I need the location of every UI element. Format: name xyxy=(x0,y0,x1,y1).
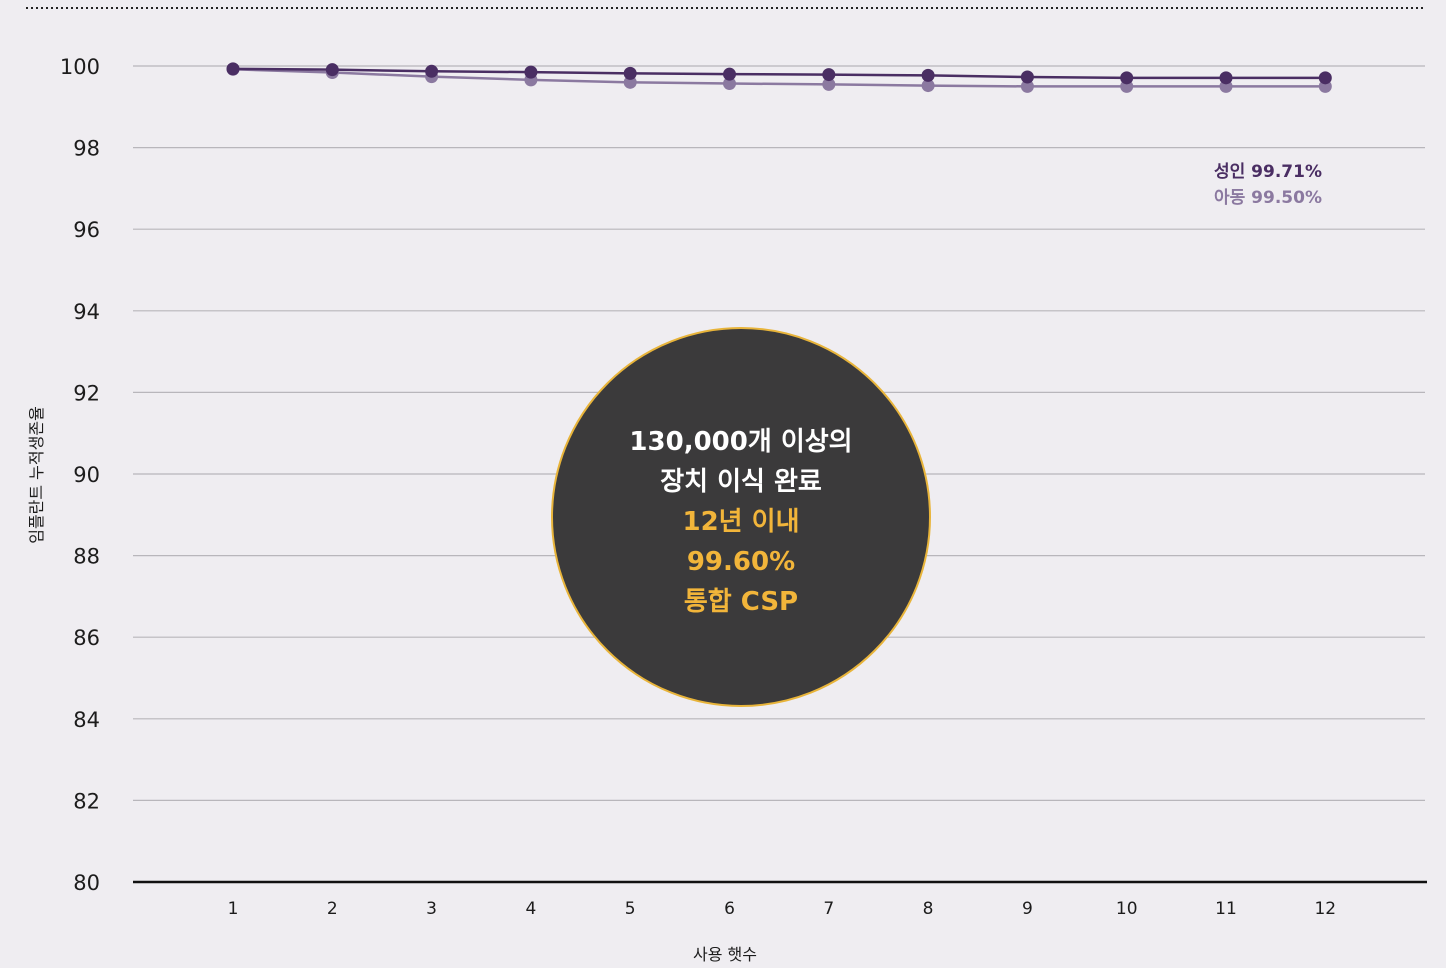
series-point xyxy=(1219,71,1233,85)
x-tick-label: 8 xyxy=(923,899,934,919)
x-tick-label: 4 xyxy=(525,899,536,919)
series-point xyxy=(723,77,736,91)
series-point xyxy=(921,79,935,93)
series-point xyxy=(425,64,439,78)
series-end-label: 아동 99.50% xyxy=(1214,188,1322,208)
y-tick-label: 94 xyxy=(73,300,100,324)
series-point xyxy=(1020,79,1034,93)
bubble-text-line: 99.60% xyxy=(687,547,795,577)
x-axis-label: 사용 햇수 xyxy=(693,945,757,964)
y-tick-label: 86 xyxy=(73,626,100,650)
series-point xyxy=(226,62,240,76)
series-point xyxy=(822,77,836,91)
bubble-text-line: 장치 이식 완료 xyxy=(660,467,822,497)
y-axis-ticks: 80 82 84 86 88 90 92 94 96 98 100 xyxy=(60,55,100,895)
series-end-labels: 성인 99.71% 아동 99.50% xyxy=(1214,162,1322,208)
bubble-circle xyxy=(551,327,931,707)
series-group xyxy=(226,62,1332,93)
x-tick-label: 11 xyxy=(1215,899,1237,919)
bubble-text-line: 12년 이내 xyxy=(683,507,800,537)
series-line xyxy=(232,67,1326,80)
y-tick-label: 100 xyxy=(60,55,100,79)
y-tick-label: 88 xyxy=(73,545,100,569)
series-end-label: 성인 99.71% xyxy=(1214,162,1322,182)
series-point xyxy=(325,63,339,77)
x-tick-label: 12 xyxy=(1314,899,1336,919)
x-tick-label: 10 xyxy=(1116,899,1138,919)
x-axis-ticks: 1 2 3 4 5 6 7 8 9 10 11 12 xyxy=(228,899,1337,919)
y-tick-label: 82 xyxy=(73,789,100,813)
series-point xyxy=(921,68,935,82)
y-tick-label: 80 xyxy=(73,871,100,895)
x-tick-label: 2 xyxy=(327,899,338,919)
y-tick-label: 92 xyxy=(73,381,100,405)
series-point xyxy=(623,75,637,89)
series-point xyxy=(623,66,637,80)
x-tick-label: 1 xyxy=(228,899,239,919)
bubble-text-line: 통합 CSP xyxy=(684,587,798,617)
y-tick-label: 90 xyxy=(73,463,100,487)
bubble-text-line: 130,000개 이상의 xyxy=(629,427,852,457)
series-point xyxy=(1318,71,1332,85)
y-tick-label: 84 xyxy=(73,708,100,732)
series-line xyxy=(232,68,1326,88)
series-point xyxy=(723,67,736,81)
x-tick-label: 6 xyxy=(724,899,735,919)
y-axis-label: 임플란트 누적생존율 xyxy=(27,406,46,544)
y-tick-label: 98 xyxy=(73,137,100,161)
x-tick-label: 3 xyxy=(426,899,437,919)
series-point xyxy=(524,65,538,79)
x-tick-label: 5 xyxy=(625,899,636,919)
x-tick-label: 7 xyxy=(823,899,834,919)
series-point xyxy=(1020,70,1034,84)
series-point xyxy=(1120,71,1134,85)
y-tick-label: 96 xyxy=(73,218,100,242)
x-tick-label: 9 xyxy=(1022,899,1033,919)
series-point xyxy=(822,68,836,82)
